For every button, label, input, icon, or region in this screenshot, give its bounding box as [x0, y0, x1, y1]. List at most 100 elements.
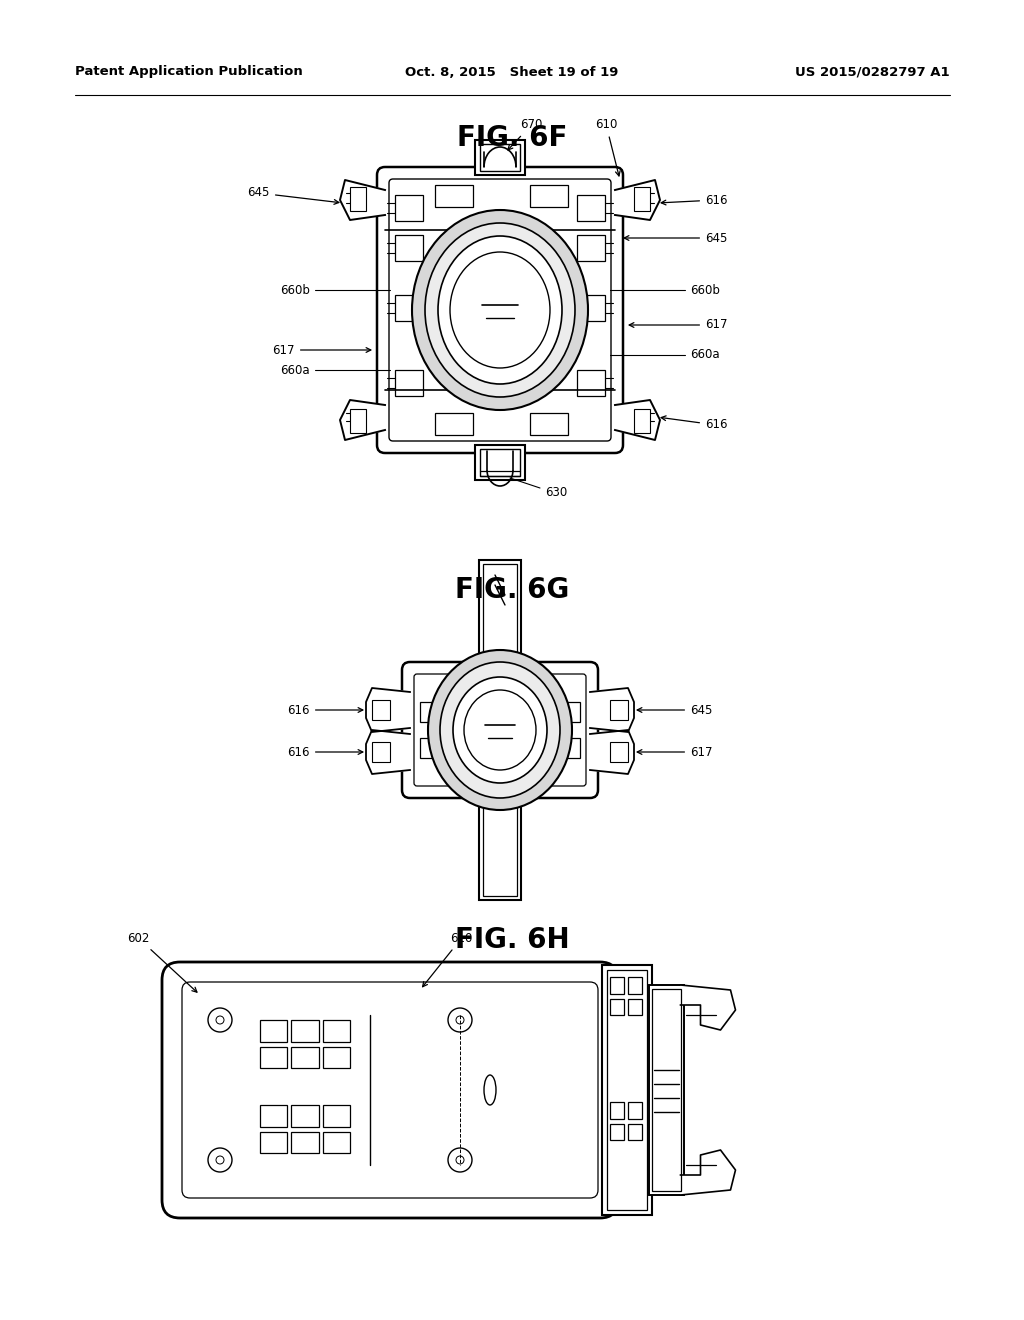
Bar — [435, 413, 473, 436]
Text: 617: 617 — [272, 343, 371, 356]
Text: 616: 616 — [662, 194, 727, 206]
Bar — [479, 789, 521, 900]
Bar — [435, 185, 473, 207]
Polygon shape — [681, 985, 735, 1030]
Bar — [323, 1105, 350, 1126]
Ellipse shape — [464, 690, 536, 770]
Bar — [292, 1020, 318, 1041]
Text: 630: 630 — [545, 486, 567, 499]
Ellipse shape — [412, 210, 588, 411]
Bar — [530, 185, 568, 207]
Bar — [610, 977, 624, 994]
Bar — [558, 738, 580, 758]
Bar — [628, 1123, 642, 1140]
Bar — [475, 140, 525, 176]
Bar — [260, 1020, 288, 1041]
Bar — [323, 1131, 350, 1152]
Polygon shape — [340, 400, 385, 440]
Text: 617: 617 — [629, 318, 727, 331]
Bar — [610, 1123, 624, 1140]
Text: 660a: 660a — [281, 363, 310, 376]
Bar — [607, 970, 646, 1210]
Text: FIG. 6G: FIG. 6G — [455, 576, 569, 605]
Bar — [323, 1047, 350, 1068]
Bar — [483, 795, 517, 896]
Bar — [475, 445, 525, 480]
Bar — [610, 998, 624, 1015]
Bar — [628, 977, 642, 994]
Text: 610: 610 — [423, 932, 472, 987]
Polygon shape — [590, 688, 634, 733]
Bar — [610, 700, 628, 719]
Ellipse shape — [450, 252, 550, 368]
Ellipse shape — [428, 649, 572, 810]
Text: 670: 670 — [508, 119, 543, 150]
Bar — [260, 1131, 288, 1152]
Bar — [577, 294, 605, 321]
Text: FIG. 6F: FIG. 6F — [457, 124, 567, 152]
Text: US 2015/0282797 A1: US 2015/0282797 A1 — [796, 66, 950, 78]
Ellipse shape — [438, 236, 562, 384]
Text: 616: 616 — [288, 746, 362, 759]
Text: 602: 602 — [128, 932, 197, 993]
Text: 610: 610 — [595, 119, 621, 176]
Polygon shape — [366, 730, 410, 774]
Bar — [395, 294, 423, 321]
Polygon shape — [615, 180, 660, 220]
Bar — [350, 187, 366, 211]
Text: Oct. 8, 2015   Sheet 19 of 19: Oct. 8, 2015 Sheet 19 of 19 — [406, 66, 618, 78]
Ellipse shape — [440, 663, 560, 799]
Polygon shape — [366, 688, 410, 733]
Bar — [292, 1131, 318, 1152]
Text: 645: 645 — [637, 704, 713, 717]
Text: 616: 616 — [662, 416, 727, 432]
Text: 645: 645 — [248, 186, 339, 205]
Polygon shape — [615, 400, 660, 440]
Text: Patent Application Publication: Patent Application Publication — [75, 66, 303, 78]
Ellipse shape — [453, 677, 547, 783]
Text: FIG. 6H: FIG. 6H — [455, 927, 569, 954]
Polygon shape — [681, 1150, 735, 1195]
Bar — [260, 1047, 288, 1068]
Polygon shape — [590, 730, 634, 774]
Text: 617: 617 — [637, 746, 713, 759]
Bar — [628, 1102, 642, 1118]
Text: 645: 645 — [625, 231, 727, 244]
Ellipse shape — [425, 223, 575, 397]
FancyBboxPatch shape — [402, 663, 598, 799]
Bar — [577, 195, 605, 220]
Text: 660b: 660b — [281, 284, 310, 297]
Bar — [372, 700, 390, 719]
Text: 660b: 660b — [690, 284, 720, 297]
Bar — [577, 370, 605, 396]
Bar — [292, 1105, 318, 1126]
Bar — [610, 1102, 624, 1118]
Bar — [480, 144, 520, 172]
Bar — [602, 965, 651, 1214]
Bar — [420, 738, 442, 758]
Bar — [292, 1047, 318, 1068]
Polygon shape — [340, 180, 385, 220]
Ellipse shape — [484, 1074, 496, 1105]
FancyBboxPatch shape — [377, 168, 623, 453]
Bar — [480, 449, 520, 477]
Bar — [483, 564, 517, 667]
Bar — [651, 989, 681, 1191]
Bar — [323, 1020, 350, 1041]
Bar — [628, 998, 642, 1015]
Text: 660a: 660a — [690, 348, 720, 362]
Bar — [558, 702, 580, 722]
Bar — [634, 409, 650, 433]
Bar — [372, 742, 390, 762]
Bar — [395, 370, 423, 396]
Bar — [260, 1105, 288, 1126]
Bar — [479, 560, 521, 671]
Bar — [610, 742, 628, 762]
Bar — [530, 413, 568, 436]
Bar — [395, 195, 423, 220]
FancyBboxPatch shape — [162, 962, 618, 1218]
Bar — [577, 235, 605, 261]
Text: 616: 616 — [288, 704, 362, 717]
Bar — [395, 235, 423, 261]
Bar — [350, 409, 366, 433]
